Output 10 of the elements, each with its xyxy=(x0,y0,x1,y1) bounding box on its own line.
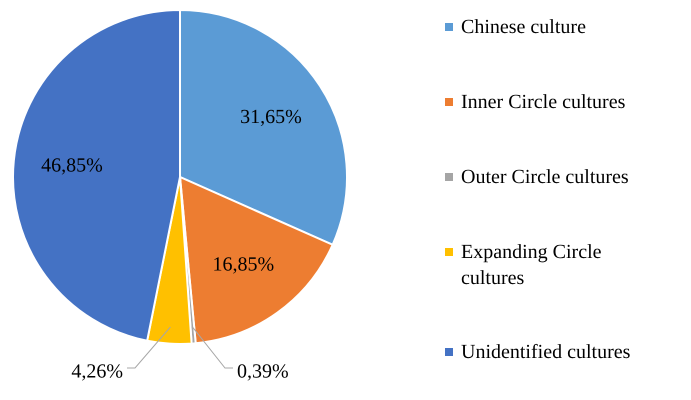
data-label: 31,65% xyxy=(240,106,302,128)
legend-label: Unidentified cultures xyxy=(461,340,632,365)
legend-label: Inner Circle cultures xyxy=(461,90,626,115)
data-label: 16,85% xyxy=(212,253,274,276)
legend-label: Chinese culture xyxy=(461,15,587,40)
data-label: 46,85% xyxy=(41,154,103,177)
data-label: 4,26% xyxy=(71,360,123,382)
legend-label: Expanding Circle cultures xyxy=(461,240,603,291)
legend-label: Outer Circle cultures xyxy=(461,165,630,190)
data-label: 0,39% xyxy=(237,360,289,382)
